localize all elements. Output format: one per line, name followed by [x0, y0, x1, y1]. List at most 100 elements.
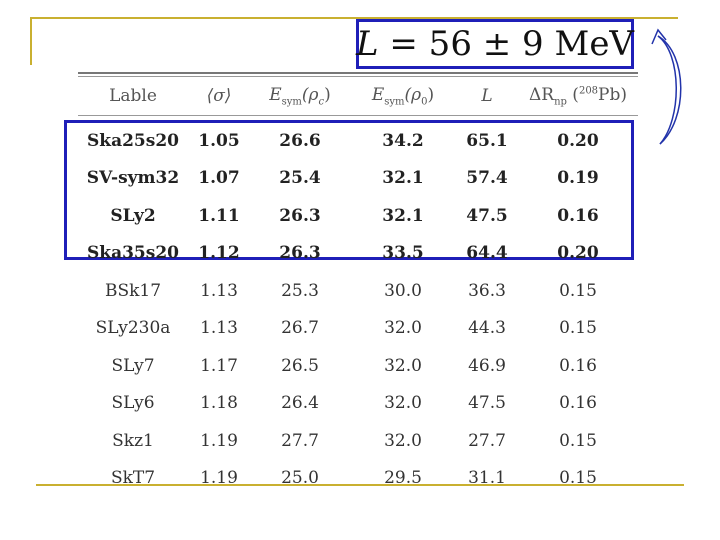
table-top-rule-2 [78, 76, 638, 77]
formula-rhs: = 56 ± 9 [378, 24, 555, 64]
cell-esym-rhoc: 27.7 [281, 430, 319, 451]
table-row: SV-sym32 1.07 25.4 32.1 57.4 0.19 [78, 160, 638, 198]
header-esym-rho0-arg: (ρ [404, 84, 422, 105]
table-row: Skz1 1.19 27.7 32.0 27.7 0.15 [78, 422, 638, 460]
table-row: SkT7 1.19 25.0 29.5 31.1 0.15 [78, 460, 638, 498]
cell-delta-rnp: 0.16 [559, 393, 597, 414]
cell-esym-rhoc: 26.5 [281, 355, 319, 376]
table-row: SLy6 1.18 26.4 32.0 47.5 0.16 [78, 385, 638, 423]
header-esym-rhoc-base: E [269, 84, 282, 105]
header-esym-rhoc-argsub: c [318, 96, 325, 108]
cell-sigma: 1.17 [200, 355, 238, 376]
cell-esym-rho0: 32.0 [384, 355, 422, 376]
cell-delta-rnp: 0.19 [557, 168, 599, 189]
cell-L: 27.7 [468, 430, 506, 451]
header-sigma: ⟨σ⟩ [188, 78, 250, 114]
header-esym-rho0-close: ) [427, 84, 435, 105]
cell-label: SLy2 [110, 205, 156, 226]
cell-delta-rnp: 0.15 [559, 430, 597, 451]
header-delta-rnp-elem: Pb) [598, 84, 627, 105]
table-header-row: Lable ⟨σ⟩ Esym(ρc) Esym(ρ0) L ΔRnp (208P… [78, 78, 638, 114]
table-row: SLy7 1.17 26.5 32.0 46.9 0.16 [78, 347, 638, 385]
cell-esym-rho0: 32.0 [384, 318, 422, 339]
cell-delta-rnp: 0.15 [559, 468, 597, 489]
header-esym-rhoc-sub: sym [281, 96, 302, 108]
header-esym-rho0-sub: sym [384, 96, 405, 108]
slide-left-rule [30, 17, 32, 65]
cell-esym-rhoc: 25.4 [279, 168, 321, 189]
cell-esym-rho0: 29.5 [384, 468, 422, 489]
slide-top-rule [30, 17, 678, 19]
table-row: BSk17 1.13 25.3 30.0 36.3 0.15 [78, 272, 638, 310]
cell-L: 36.3 [468, 280, 506, 301]
cell-sigma: 1.05 [198, 130, 240, 151]
table-row: SLy230a 1.13 26.7 32.0 44.3 0.15 [78, 310, 638, 348]
table-row: Ska35s20 1.12 26.3 33.5 64.4 0.20 [78, 235, 638, 273]
cell-L: 65.1 [466, 130, 508, 151]
header-L-text: L [481, 86, 493, 106]
header-delta-rnp-sup: 208 [578, 85, 599, 97]
cell-label: SLy6 [111, 393, 155, 414]
header-esym-rhoc: Esym(ρc) [250, 78, 350, 114]
cell-esym-rhoc: 26.3 [279, 205, 321, 226]
cell-esym-rho0: 32.1 [382, 205, 424, 226]
cell-esym-rho0: 32.0 [384, 393, 422, 414]
cell-L: 47.5 [468, 393, 506, 414]
cell-sigma: 1.13 [200, 318, 238, 339]
formula: L = 56 ± 9 MeV [356, 21, 635, 67]
header-delta-rnp: ΔRnp (208Pb) [518, 78, 638, 114]
cell-L: 44.3 [468, 318, 506, 339]
cell-esym-rhoc: 26.6 [279, 130, 321, 151]
header-delta-rnp-sub: np [554, 96, 567, 108]
cell-delta-rnp: 0.20 [557, 130, 599, 151]
header-delta-rnp-paren: ( [566, 84, 579, 105]
header-sigma-text: ⟨σ⟩ [206, 86, 232, 106]
cell-sigma: 1.07 [198, 168, 240, 189]
cell-L: 46.9 [468, 355, 506, 376]
cell-label: SV-sym32 [86, 168, 180, 189]
cell-sigma: 1.11 [198, 205, 240, 226]
cell-delta-rnp: 0.15 [559, 318, 597, 339]
rows-highlight-box [64, 120, 634, 260]
header-esym-rho0-base: E [371, 84, 385, 105]
cell-esym-rho0: 32.0 [384, 430, 422, 451]
cell-label: Ska25s20 [87, 130, 179, 151]
table-header-rule [78, 115, 638, 116]
cell-L: 57.4 [466, 168, 508, 189]
header-esym-rho0: Esym(ρ0) [350, 78, 456, 114]
table-row: SLy2 1.11 26.3 32.1 47.5 0.16 [78, 197, 638, 235]
formula-highlight-box [356, 19, 634, 69]
header-esym-rhoc-arg: (ρ [301, 84, 319, 105]
header-label: Lable [109, 86, 157, 106]
cell-esym-rhoc: 26.4 [281, 393, 319, 414]
cell-sigma: 1.13 [200, 280, 238, 301]
cell-sigma: 1.12 [198, 243, 240, 264]
cell-esym-rho0: 32.1 [382, 168, 424, 189]
parameter-table: Lable ⟨σ⟩ Esym(ρc) Esym(ρ0) L ΔRnp (208P… [78, 78, 638, 497]
cell-delta-rnp: 0.15 [559, 280, 597, 301]
cell-sigma: 1.19 [200, 468, 238, 489]
header-esym-rho0-argsub: 0 [421, 96, 428, 108]
cell-esym-rhoc: 25.3 [281, 280, 319, 301]
cell-L: 31.1 [468, 468, 506, 489]
cell-esym-rhoc: 26.3 [279, 243, 321, 264]
header-esym-rhoc-close: ) [324, 84, 331, 105]
cell-label: SLy230a [95, 318, 171, 339]
cell-L: 47.5 [466, 205, 508, 226]
cell-esym-rhoc: 26.7 [281, 318, 319, 339]
cell-label: Ska35s20 [87, 243, 179, 264]
cell-esym-rho0: 33.5 [382, 243, 424, 264]
curved-arrow-icon [651, 28, 682, 145]
cell-label: BSk17 [104, 280, 162, 301]
cell-esym-rho0: 34.2 [382, 130, 424, 151]
cell-esym-rhoc: 25.0 [281, 468, 319, 489]
table-top-rule [78, 72, 638, 74]
cell-sigma: 1.18 [200, 393, 238, 414]
cell-esym-rho0: 30.0 [384, 280, 422, 301]
cell-delta-rnp: 0.16 [557, 205, 599, 226]
header-delta-rnp-base: ΔR [528, 84, 555, 105]
cell-L: 64.4 [466, 243, 508, 264]
formula-unit: MeV [554, 24, 635, 64]
cell-delta-rnp: 0.20 [557, 243, 599, 264]
slide-bottom-rule [36, 484, 684, 486]
